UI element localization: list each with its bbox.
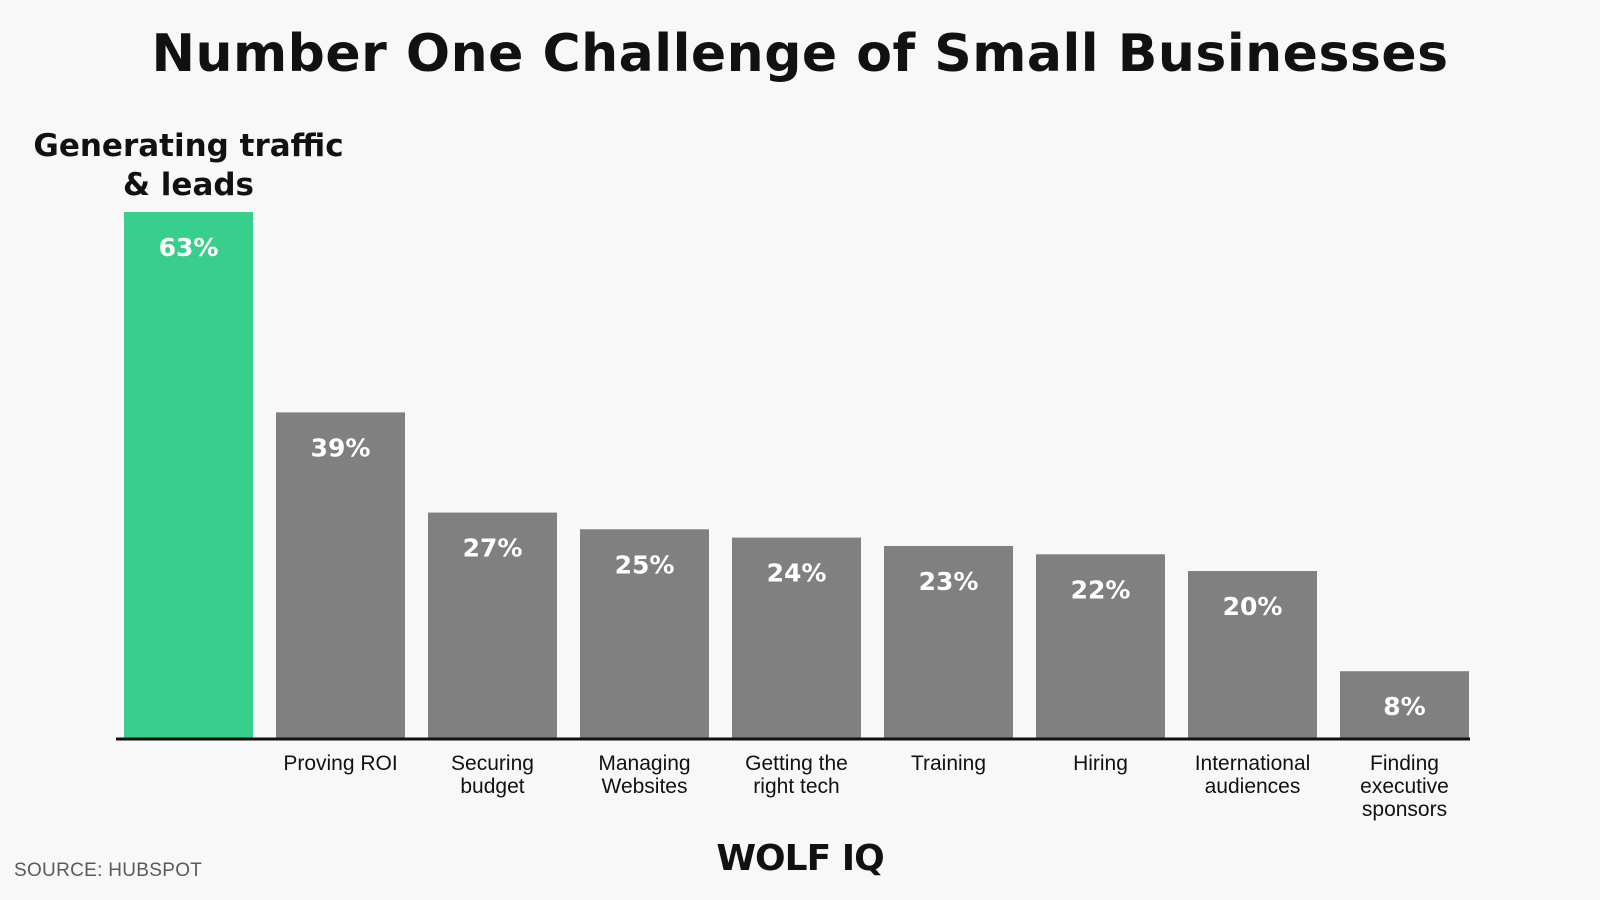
category-label: Managing Websites: [598, 752, 690, 798]
bar-value-label: 24%: [767, 559, 827, 588]
bar-value-label: 8%: [1383, 692, 1425, 721]
category-label: Securing budget: [451, 752, 534, 798]
bar-value-label: 27%: [463, 534, 523, 563]
bar-value-label: 39%: [311, 433, 371, 462]
bar-value-label: 23%: [919, 567, 979, 596]
bar: [428, 512, 557, 738]
source-note: SOURCE: HUBSPOT: [14, 860, 203, 881]
bar: [1036, 554, 1165, 738]
chart-title: Number One Challenge of Small Businesses: [151, 24, 1449, 84]
category-label: Getting the right tech: [745, 752, 848, 798]
category-label: Proving ROI: [283, 752, 397, 775]
bar: [884, 545, 1013, 738]
bar-value-label: 22%: [1071, 575, 1131, 604]
category-label: Hiring: [1073, 752, 1128, 775]
bar: [1188, 571, 1317, 738]
category-label: International audiences: [1195, 752, 1311, 798]
bar: [732, 537, 861, 738]
bar: [1340, 671, 1469, 738]
bar: [276, 412, 405, 738]
bar-value-label: 25%: [615, 550, 675, 579]
bar-value-label: 20%: [1223, 592, 1283, 621]
category-label: Training: [911, 752, 986, 775]
bar-value-label: 63%: [159, 233, 219, 262]
highlight-category-label: Generating traffic & leads: [33, 128, 343, 203]
category-label: Finding executive sponsors: [1360, 752, 1449, 821]
bar: [124, 212, 253, 738]
bar: [580, 529, 709, 738]
wolf-iq-logo: WOLF IQ: [716, 838, 884, 879]
